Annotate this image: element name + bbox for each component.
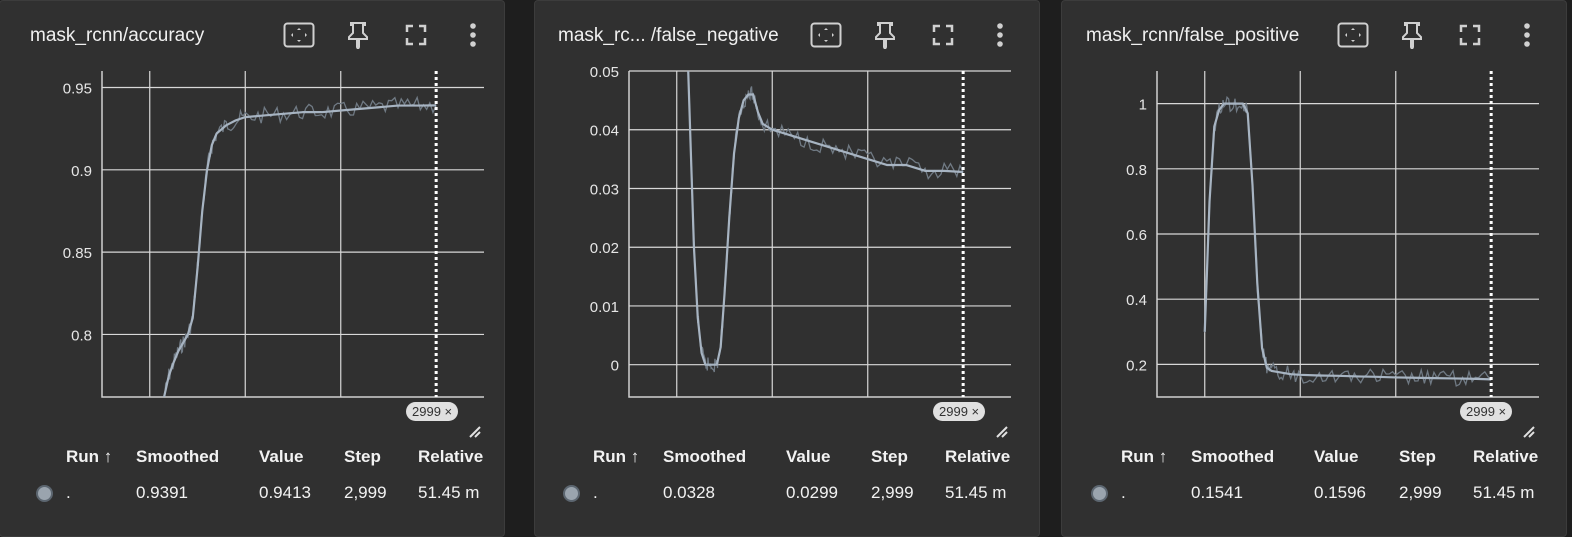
pin-icon <box>1401 21 1423 54</box>
fit-domain-button[interactable] <box>808 19 844 55</box>
chart-card: mask_rcnn/accuracy 0.80.850.90.9501,0002… <box>0 0 505 537</box>
col-header-smoothed[interactable]: Smoothed <box>136 447 220 466</box>
pin-button[interactable] <box>867 19 903 55</box>
more-vert-icon <box>469 22 477 53</box>
card-title: mask_rc... /false_negative <box>558 25 779 46</box>
col-header-run[interactable]: Run ↑ <box>66 447 113 466</box>
cell-smoothed: 0.0328 <box>663 483 715 502</box>
col-header-relative[interactable]: Relative <box>418 447 484 466</box>
col-header-value[interactable]: Value <box>786 447 831 466</box>
y-tick-label: 0 <box>611 358 619 375</box>
card-header: mask_rc... /false_negative <box>535 1 1039 73</box>
fit-domain-button[interactable] <box>1335 19 1371 55</box>
cell-step: 2,999 <box>1399 483 1442 502</box>
fullscreen-button[interactable] <box>925 19 961 55</box>
y-tick-label: 0.04 <box>590 123 619 140</box>
col-header-run[interactable]: Run ↑ <box>1121 447 1168 466</box>
plot-axes <box>101 71 484 398</box>
y-tick-label: 1 <box>1139 97 1147 114</box>
plot-axes <box>628 71 1011 398</box>
y-tick-label: 0.9 <box>71 163 92 180</box>
col-header-value[interactable]: Value <box>259 447 304 466</box>
resize-handle-icon[interactable] <box>468 425 482 439</box>
fit-domain-icon <box>810 22 842 53</box>
more-options-button[interactable] <box>1509 19 1545 55</box>
raw-series-line <box>687 71 964 373</box>
pin-button[interactable] <box>1394 19 1430 55</box>
card-title: mask_rcnn/false_positive <box>1086 25 1300 46</box>
cell-step: 2,999 <box>344 483 387 502</box>
cell-relative: 51.45 m <box>945 483 1007 502</box>
y-tick-label: 0.02 <box>590 240 619 257</box>
card-header: mask_rcnn/false_positive <box>1062 1 1566 73</box>
fullscreen-icon <box>932 24 954 51</box>
fullscreen-icon <box>1459 24 1481 51</box>
col-header-smoothed[interactable]: Smoothed <box>663 447 747 466</box>
y-tick-label: 0.03 <box>590 181 619 198</box>
col-header-relative[interactable]: Relative <box>1473 447 1539 466</box>
y-tick-label: 0.6 <box>1126 227 1147 244</box>
plot-axes <box>1156 71 1539 398</box>
cell-value: 0.1596 <box>1314 483 1366 502</box>
cell-value: 0.9413 <box>259 483 311 502</box>
card-header: mask_rcnn/accuracy <box>0 1 504 73</box>
resize-handle-icon[interactable] <box>995 425 1009 439</box>
cell-step: 2,999 <box>871 483 914 502</box>
cell-value: 0.0299 <box>786 483 838 502</box>
y-tick-label: 0.05 <box>590 64 619 81</box>
col-header-relative[interactable]: Relative <box>945 447 1011 466</box>
pin-button[interactable] <box>340 19 376 55</box>
step-badge[interactable]: 2999 × <box>933 402 986 421</box>
chart-plot[interactable]: 00.010.020.030.040.0501,0002,000 <box>535 63 1041 403</box>
more-vert-icon <box>996 22 1004 53</box>
run-color-dot[interactable] <box>1091 485 1108 502</box>
col-header-run[interactable]: Run ↑ <box>593 447 640 466</box>
chart-card: mask_rc... /false_negative 0 0.01 0.02 0.03… <box>534 0 1040 537</box>
resize-handle-icon[interactable] <box>1522 425 1536 439</box>
cell-run: . <box>593 483 598 502</box>
col-header-step[interactable]: Step <box>344 447 381 466</box>
cell-smoothed: 0.9391 <box>136 483 188 502</box>
more-vert-icon <box>1523 22 1531 53</box>
more-options-button[interactable] <box>982 19 1018 55</box>
col-header-value[interactable]: Value <box>1314 447 1359 466</box>
step-badge[interactable]: 2999 × <box>1460 402 1513 421</box>
run-color-dot[interactable] <box>36 485 53 502</box>
run-color-dot[interactable] <box>563 485 580 502</box>
cell-smoothed: 0.1541 <box>1191 483 1243 502</box>
y-tick-label: 0.01 <box>590 299 619 316</box>
y-tick-label: 0.8 <box>1126 162 1147 179</box>
cell-relative: 51.45 m <box>418 483 480 502</box>
cell-run: . <box>66 483 71 502</box>
fit-domain-button[interactable] <box>281 19 317 55</box>
chart-card: mask_rcnn/false_positive 0.20.40.60.8101… <box>1061 0 1567 537</box>
more-options-button[interactable] <box>455 19 491 55</box>
raw-series-line <box>1204 95 1492 387</box>
y-tick-label: 0.85 <box>63 245 92 262</box>
chart-plot[interactable]: 0.80.850.90.9501,0002,000 <box>0 63 506 403</box>
smoothed-series-line[interactable] <box>163 104 437 397</box>
fit-domain-icon <box>1337 22 1369 53</box>
fullscreen-icon <box>405 24 427 51</box>
cell-relative: 51.45 m <box>1473 483 1535 502</box>
raw-series-line <box>163 95 437 397</box>
chart-plot[interactable]: 0.20.40.60.8101,0002,000 <box>1062 63 1568 403</box>
step-badge[interactable]: 2999 × <box>406 402 459 421</box>
pin-icon <box>874 21 896 54</box>
y-tick-label: 0.4 <box>1126 292 1147 309</box>
col-header-step[interactable]: Step <box>871 447 908 466</box>
col-header-step[interactable]: Step <box>1399 447 1436 466</box>
y-tick-label: 0.8 <box>71 327 92 344</box>
col-header-smoothed[interactable]: Smoothed <box>1191 447 1275 466</box>
smoothed-series-line[interactable] <box>1203 102 1492 381</box>
pin-icon <box>347 21 369 54</box>
smoothed-series-line[interactable] <box>687 71 964 366</box>
fullscreen-button[interactable] <box>398 19 434 55</box>
fit-domain-icon <box>283 22 315 53</box>
cell-run: . <box>1121 483 1126 502</box>
fullscreen-button[interactable] <box>1452 19 1488 55</box>
card-title: mask_rcnn/accuracy <box>30 25 205 46</box>
y-tick-label: 0.95 <box>63 80 92 97</box>
y-tick-label: 0.2 <box>1126 357 1147 374</box>
